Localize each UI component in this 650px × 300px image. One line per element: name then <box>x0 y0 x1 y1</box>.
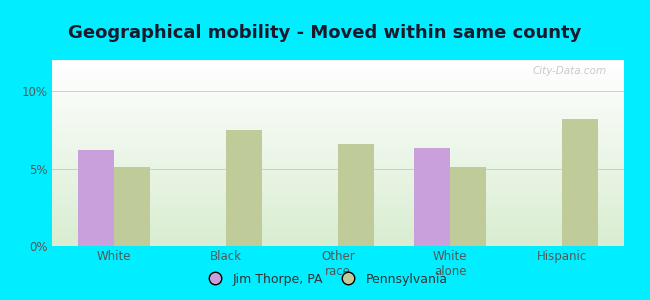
Legend: Jim Thorpe, PA, Pennsylvania: Jim Thorpe, PA, Pennsylvania <box>198 268 452 291</box>
Bar <box>450 167 486 246</box>
Bar <box>226 130 262 246</box>
Text: Geographical mobility - Moved within same county: Geographical mobility - Moved within sam… <box>68 24 582 42</box>
Bar <box>114 167 150 246</box>
Bar <box>78 150 114 246</box>
Bar <box>562 119 598 246</box>
Bar <box>414 148 450 246</box>
Bar <box>338 144 374 246</box>
Text: City-Data.com: City-Data.com <box>533 66 607 76</box>
